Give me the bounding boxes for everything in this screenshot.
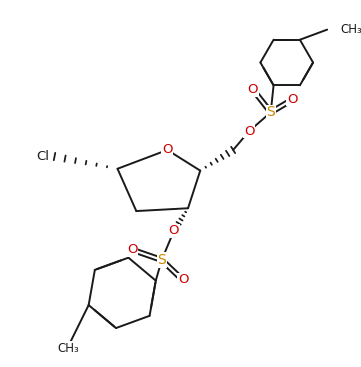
Text: O: O — [244, 125, 255, 138]
Text: O: O — [287, 93, 297, 106]
Text: S: S — [157, 253, 166, 267]
Text: O: O — [178, 273, 188, 286]
Text: Cl: Cl — [36, 150, 49, 163]
Text: CH₃: CH₃ — [58, 342, 79, 355]
Text: CH₃: CH₃ — [340, 23, 361, 36]
Text: S: S — [266, 105, 275, 119]
Text: O: O — [127, 243, 138, 256]
Text: O: O — [162, 143, 173, 156]
Text: O: O — [248, 83, 258, 96]
Text: O: O — [169, 224, 179, 237]
